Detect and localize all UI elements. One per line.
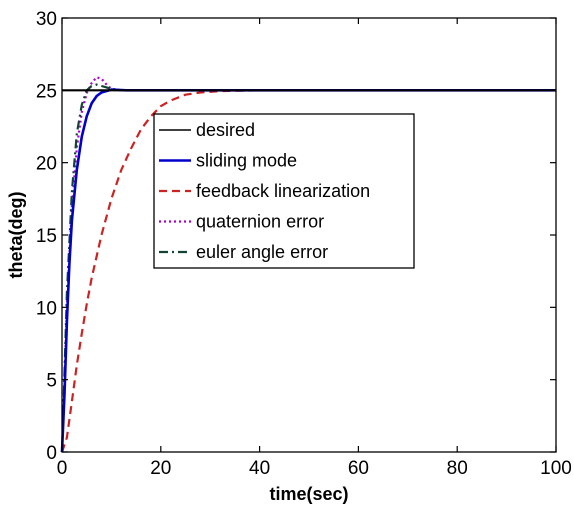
x-tick-label: 40: [249, 458, 270, 479]
y-tick-label: 5: [46, 371, 57, 392]
x-tick-label: 60: [348, 458, 369, 479]
x-axis-label: time(sec): [269, 484, 348, 504]
series-layer: [60, 76, 556, 453]
x-tick-label: 0: [57, 458, 68, 479]
legend-label: quaternion error: [196, 212, 324, 232]
legend-label: sliding mode: [196, 151, 297, 171]
legend-label: desired: [196, 120, 255, 140]
y-axis-label: theta(deg): [6, 192, 26, 279]
legend-label: feedback linearization: [196, 181, 370, 201]
y-tick-label: 0: [46, 443, 57, 464]
legend-label: euler angle error: [196, 242, 328, 262]
y-tick-label: 20: [36, 154, 57, 175]
legend-box: [153, 113, 415, 269]
y-tick-label: 30: [36, 9, 57, 30]
x-tick-label: 20: [150, 458, 171, 479]
ticks-layer: 0 20 40 60 80 100 0 5 10 15 20 25 30: [36, 9, 572, 479]
y-tick-label: 10: [36, 298, 57, 319]
y-tick-label: 15: [36, 226, 57, 247]
series-line-feedback-linearization: [60, 89, 556, 453]
x-tick-label: 80: [447, 458, 468, 479]
y-tick-label: 25: [36, 81, 57, 102]
x-tick-label: 100: [540, 458, 572, 479]
legend: desired sliding mode feedback linearizatio…: [153, 113, 415, 269]
